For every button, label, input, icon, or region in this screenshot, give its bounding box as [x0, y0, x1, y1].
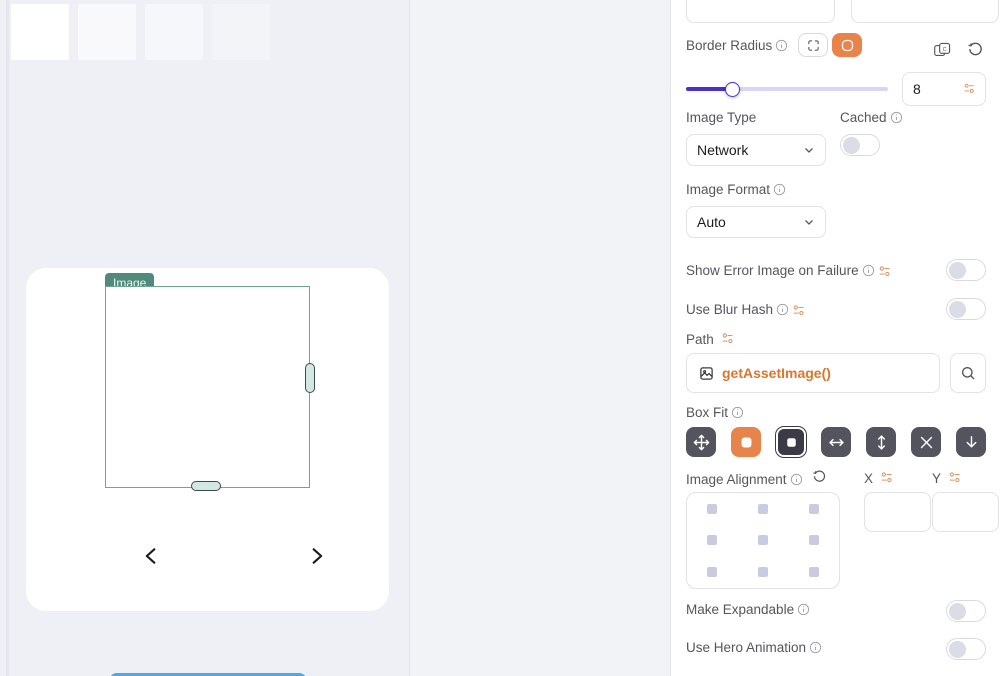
- svg-text:C: C: [943, 47, 947, 53]
